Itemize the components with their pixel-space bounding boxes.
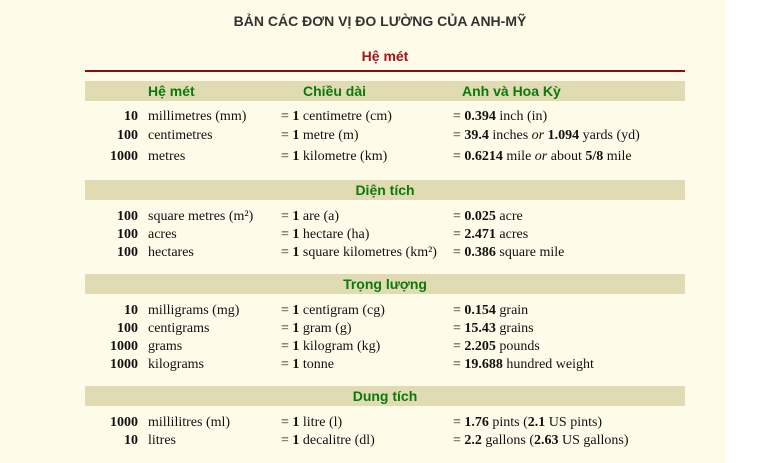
imperial-result: = 19.688 hundred weight (453, 357, 594, 372)
column-header-length: Chiều dài (303, 83, 367, 99)
section-heading-area: Diện tích (85, 180, 685, 200)
quantity: 100 (117, 209, 138, 224)
section-heading-capacity: Dung tích (85, 386, 685, 406)
table-row: 1000 kilograms = 1 tonne = 19.688 hundre… (0, 357, 760, 375)
equivalent: = 1 gram (g) (281, 321, 352, 336)
imperial-result: = 2.205 pounds (453, 339, 540, 354)
equivalent: = 1 tonne (281, 357, 335, 372)
quantity: 10 (124, 433, 138, 448)
imperial-result: = 2.471 acres (453, 227, 529, 242)
equivalent: = 1 are (a) (281, 209, 340, 224)
column-header-band: Hệ mét Chiều dài Anh và Hoa Kỳ (85, 81, 685, 101)
metric-unit: millimetres (mm) (148, 109, 247, 124)
page-title: BẢN CÁC ĐƠN VỊ ĐO LƯỜNG CỦA ANH-MỸ (233, 13, 527, 29)
metric-unit: centimetres (148, 128, 213, 143)
metric-unit: square metres (m²) (148, 209, 254, 224)
equivalent: = 1 decalitre (dl) (281, 433, 375, 448)
imperial-result: = 0.6214 mile or about 5/8 mile (453, 149, 632, 164)
table-row: 10 litres = 1 decalitre (dl) = 2.2 gallo… (0, 433, 760, 451)
imperial-result: = 0.394 inch (in) (453, 109, 548, 124)
equivalent: = 1 square kilometres (km²) (281, 245, 437, 260)
quantity: 10 (124, 303, 138, 318)
imperial-result: = 1.76 pints (2.1 US pints) (453, 415, 603, 430)
quantity: 100 (117, 245, 138, 260)
imperial-result: = 0.154 grain (453, 303, 529, 318)
equivalent: = 1 centigram (cg) (281, 303, 385, 318)
quantity: 10 (124, 109, 138, 124)
metric-unit: kilograms (148, 357, 204, 372)
table-row: 100 square metres (m²) = 1 are (a) = 0.0… (0, 209, 760, 227)
equivalent: = 1 kilometre (km) (281, 149, 388, 164)
quantity: 100 (117, 128, 138, 143)
equivalent: = 1 kilogram (kg) (281, 339, 381, 354)
metric-unit: centigrams (148, 321, 210, 336)
equivalent: = 1 hectare (ha) (281, 227, 370, 242)
metric-unit: hectares (148, 245, 194, 260)
table-row: 10 milligrams (mg) = 1 centigram (cg) = … (0, 303, 760, 321)
metric-unit: millilitres (ml) (148, 415, 231, 430)
equivalent: = 1 litre (l) (281, 415, 343, 430)
imperial-result: = 0.386 square mile (453, 245, 565, 260)
quantity: 100 (117, 321, 138, 336)
quantity: 100 (117, 227, 138, 242)
quantity: 1000 (110, 339, 138, 354)
column-header-metric: Hệ mét (148, 83, 195, 99)
column-header-imperial: Anh và Hoa Kỳ (462, 83, 561, 99)
quantity: 1000 (110, 149, 138, 164)
table-row: 1000 millilitres (ml) = 1 litre (l) = 1.… (0, 415, 760, 433)
imperial-result: = 39.4 inches or 1.094 yards (yd) (453, 128, 640, 143)
metric-unit: litres (148, 433, 176, 448)
metric-unit: milligrams (mg) (148, 303, 240, 318)
table-row: 100 centigrams = 1 gram (g) = 15.43 grai… (0, 321, 760, 339)
quantity: 1000 (110, 357, 138, 372)
equivalent: = 1 centimetre (cm) (281, 109, 392, 124)
table-row: 10 millimetres (mm) = 1 centimetre (cm) … (0, 109, 760, 127)
imperial-result: = 2.2 gallons (2.63 US gallons) (453, 433, 629, 448)
table-row: 1000 grams = 1 kilogram (kg) = 2.205 pou… (0, 339, 760, 357)
divider-rule (85, 70, 685, 72)
system-heading: Hệ mét (361, 48, 409, 64)
imperial-result: = 0.025 acre (453, 209, 523, 224)
equivalent: = 1 metre (m) (281, 128, 359, 143)
table-row: 100 centimetres = 1 metre (m) = 39.4 inc… (0, 128, 760, 146)
quantity: 1000 (110, 415, 138, 430)
imperial-result: = 15.43 grains (453, 321, 534, 336)
page-edge-strip (726, 0, 760, 463)
table-row: 1000 metres = 1 kilometre (km) = 0.6214 … (0, 149, 760, 167)
table-row: 100 hectares = 1 square kilometres (km²)… (0, 245, 760, 263)
section-heading-weight: Trọng lượng (85, 274, 685, 294)
table-row: 100 acres = 1 hectare (ha) = 2.471 acres (0, 227, 760, 245)
metric-unit: metres (148, 149, 186, 164)
metric-unit: grams (148, 339, 183, 354)
metric-unit: acres (148, 227, 177, 242)
